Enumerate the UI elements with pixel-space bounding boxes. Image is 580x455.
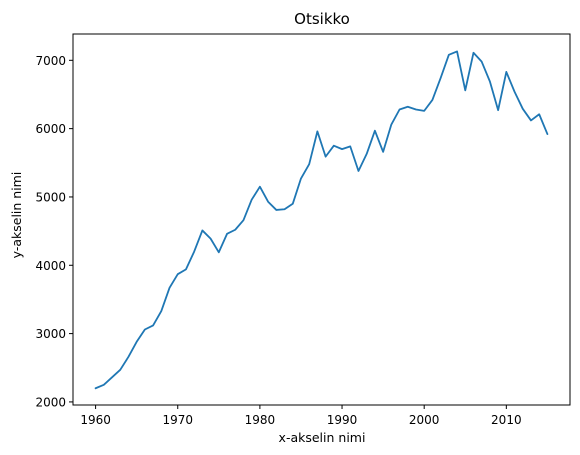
- y-tick-label: 3000: [35, 327, 66, 341]
- x-tick-label: 1990: [327, 413, 358, 427]
- chart-title: Otsikko: [294, 10, 350, 28]
- y-tick-label: 4000: [35, 259, 66, 273]
- y-axis: 2000 3000 4000 5000 6000 7000: [35, 54, 73, 409]
- x-tick-label: 2000: [409, 413, 440, 427]
- y-tick-label: 6000: [35, 122, 66, 136]
- y-tick-label: 5000: [35, 190, 66, 204]
- x-axis-label: x-akselin nimi: [279, 430, 366, 445]
- x-axis: 1960 1970 1980 1990 2000 2010: [80, 405, 522, 427]
- x-tick-label: 1980: [245, 413, 276, 427]
- y-tick-label: 7000: [35, 54, 66, 68]
- axes-frame: [72, 33, 571, 406]
- y-axis-label: y-akselin nimi: [9, 172, 24, 259]
- x-tick-label: 2010: [491, 413, 522, 427]
- y-tick-label: 2000: [35, 395, 66, 409]
- x-tick-label: 1960: [80, 413, 111, 427]
- series-line: [94, 50, 549, 390]
- x-tick-label: 1970: [162, 413, 193, 427]
